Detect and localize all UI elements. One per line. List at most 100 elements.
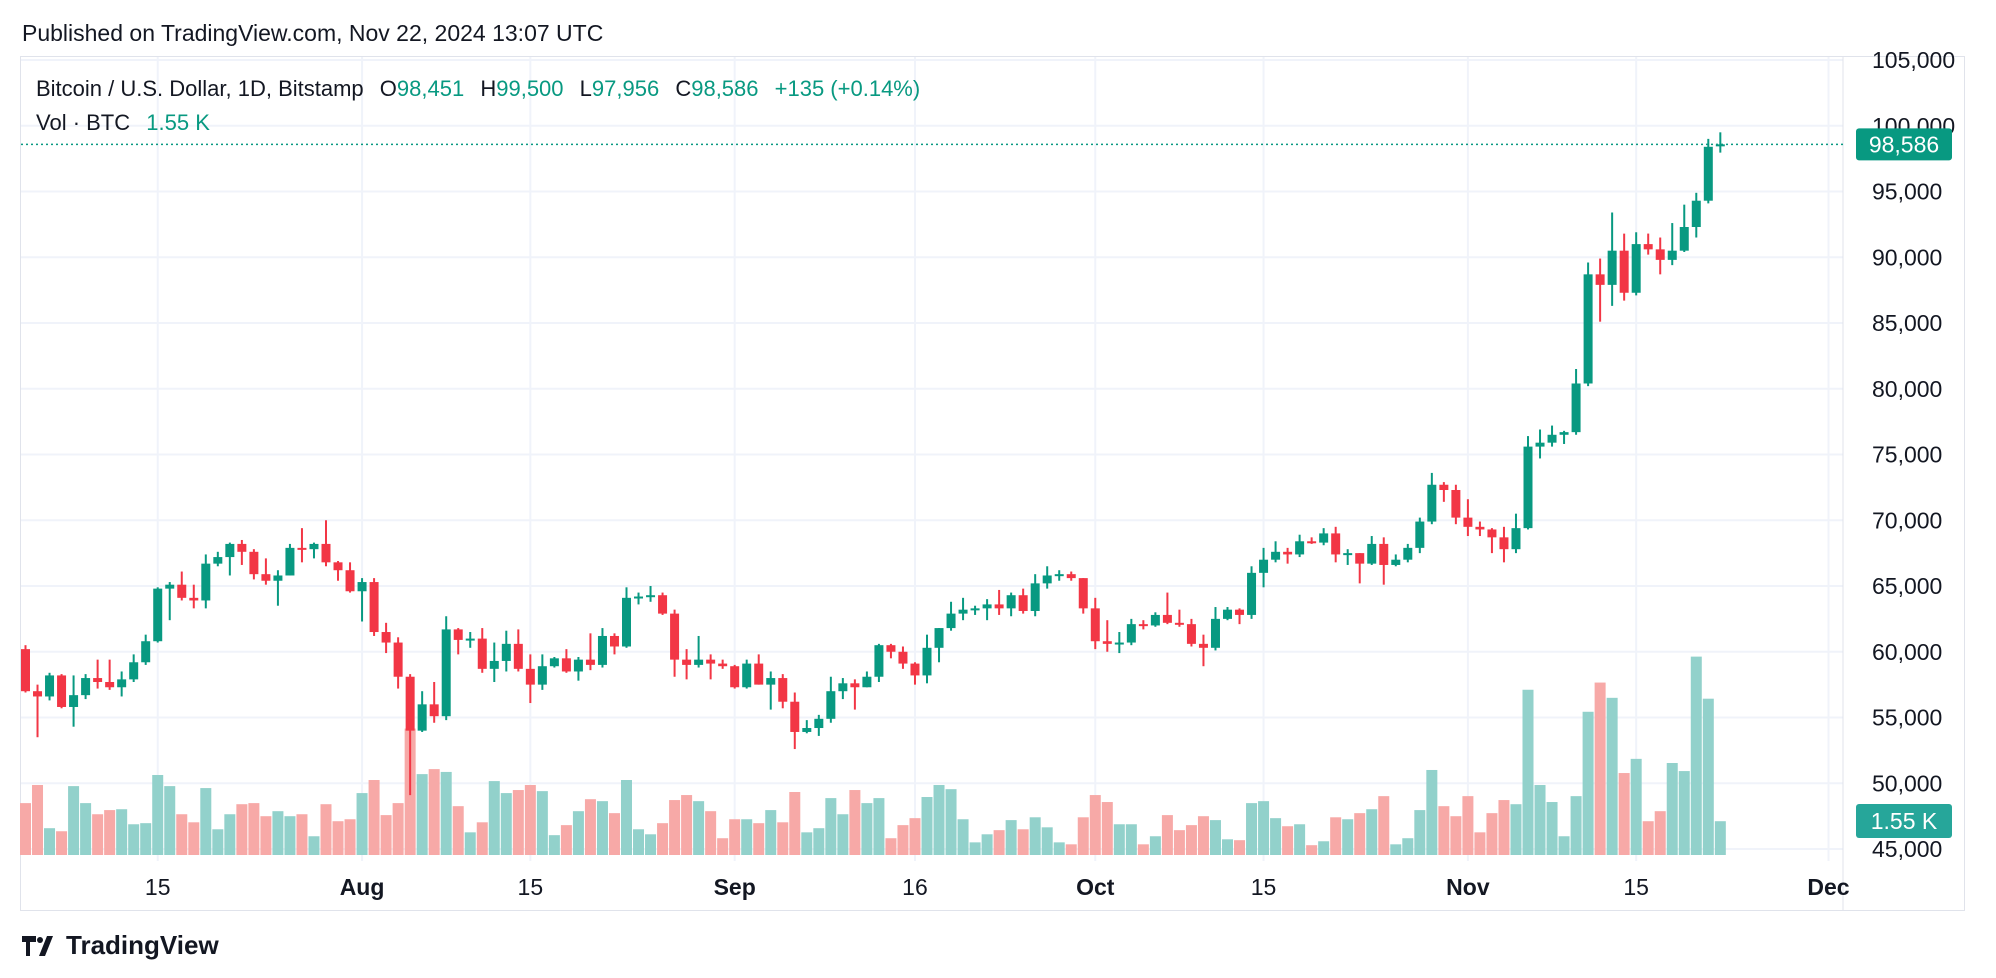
candle-body bbox=[994, 604, 1004, 609]
candle bbox=[1235, 608, 1245, 625]
volume-bar bbox=[1654, 811, 1666, 855]
candle bbox=[1499, 526, 1509, 563]
candle bbox=[1523, 436, 1533, 530]
price-tick-label: 105,000 bbox=[1872, 47, 1955, 73]
candle bbox=[297, 528, 307, 563]
candle-body bbox=[525, 668, 535, 685]
candle bbox=[549, 657, 559, 668]
candle-body bbox=[1295, 541, 1305, 555]
volume-bar bbox=[1125, 824, 1137, 855]
volume-bar bbox=[729, 819, 741, 855]
volume-bar bbox=[1702, 698, 1714, 855]
candle-body bbox=[634, 596, 644, 599]
volume-bar bbox=[1161, 815, 1173, 855]
volume-bar bbox=[981, 834, 993, 855]
volume-bars bbox=[20, 656, 1726, 855]
candle bbox=[1126, 618, 1136, 646]
candle-body bbox=[1451, 490, 1461, 518]
candle bbox=[81, 674, 91, 700]
candle-body bbox=[898, 651, 908, 664]
candle bbox=[1355, 553, 1365, 584]
candle bbox=[1547, 425, 1557, 447]
candle bbox=[1018, 588, 1028, 614]
candle-body bbox=[1679, 227, 1689, 251]
published-caption: Published on TradingView.com, Nov 22, 20… bbox=[22, 20, 604, 46]
candle-body bbox=[1210, 618, 1220, 648]
candle bbox=[141, 634, 151, 665]
time-tick-label: Sep bbox=[714, 874, 756, 900]
candle-body bbox=[1703, 146, 1713, 201]
volume-bar bbox=[1402, 838, 1414, 855]
candle-body bbox=[309, 543, 319, 550]
candle bbox=[213, 551, 223, 567]
volume-bar bbox=[572, 811, 584, 855]
candle-body bbox=[934, 628, 944, 648]
candle-body bbox=[1006, 595, 1016, 609]
time-tick-label: 16 bbox=[902, 874, 928, 900]
price-tick-label: 95,000 bbox=[1872, 179, 1942, 205]
candle-body bbox=[1535, 442, 1545, 447]
candle bbox=[826, 676, 836, 723]
volume-bar bbox=[116, 809, 128, 855]
volume-bar bbox=[1486, 813, 1498, 855]
candle-body bbox=[537, 666, 547, 685]
candle bbox=[1090, 597, 1100, 650]
volume-bar bbox=[1606, 697, 1618, 855]
volume-bar bbox=[1173, 830, 1185, 855]
price-tick-label: 65,000 bbox=[1872, 573, 1942, 599]
volume-bar bbox=[741, 819, 753, 855]
candle bbox=[1138, 620, 1148, 630]
volume-bar bbox=[536, 791, 548, 855]
volume-bar bbox=[633, 829, 645, 855]
candle-body bbox=[1259, 559, 1269, 573]
candle-body bbox=[1691, 200, 1701, 228]
candle-body bbox=[33, 691, 43, 697]
candle-body bbox=[1307, 541, 1317, 544]
candle-body bbox=[778, 678, 788, 702]
candle-body bbox=[694, 659, 704, 665]
candle bbox=[1271, 541, 1281, 563]
candle-body bbox=[93, 678, 103, 682]
candle bbox=[1174, 609, 1184, 627]
candle bbox=[1006, 592, 1016, 617]
candle-body bbox=[1186, 624, 1196, 644]
candle bbox=[165, 582, 175, 621]
candle bbox=[778, 674, 788, 709]
volume-bar bbox=[1510, 804, 1522, 855]
candle bbox=[1150, 612, 1160, 627]
volume-label: Vol · BTC bbox=[36, 110, 131, 135]
candle bbox=[838, 678, 848, 700]
candle-body bbox=[1475, 526, 1485, 530]
volume-bar bbox=[308, 836, 320, 855]
candle bbox=[1210, 607, 1220, 651]
candle-body bbox=[1439, 484, 1449, 491]
candle-body bbox=[189, 597, 199, 601]
candle bbox=[898, 646, 908, 669]
candle bbox=[1102, 620, 1112, 652]
candle-body bbox=[838, 683, 848, 692]
volume-legend: Vol · BTC 1.55 K bbox=[36, 110, 210, 136]
tradingview-logo[interactable]: TradingView bbox=[22, 930, 219, 961]
candles bbox=[21, 132, 1725, 796]
volume-bar bbox=[104, 810, 116, 855]
volume-bar bbox=[1234, 840, 1246, 855]
candle-body bbox=[1223, 609, 1232, 619]
candle-body bbox=[1054, 574, 1064, 577]
candle-body bbox=[1066, 574, 1076, 579]
candle bbox=[646, 586, 656, 602]
candle bbox=[1198, 634, 1208, 667]
candle bbox=[946, 601, 956, 631]
candle bbox=[1631, 232, 1641, 296]
candle bbox=[706, 654, 716, 680]
volume-bar bbox=[765, 810, 777, 855]
volume-bar bbox=[164, 786, 176, 855]
candle-body bbox=[1150, 614, 1160, 626]
candle-body bbox=[1655, 249, 1665, 260]
open-value: 98,451 bbox=[396, 76, 465, 101]
candle bbox=[1535, 429, 1545, 459]
volume-bar bbox=[1137, 844, 1149, 855]
volume-bar bbox=[1474, 832, 1486, 855]
candle-body bbox=[1595, 274, 1605, 285]
volume-bar bbox=[1378, 796, 1390, 855]
